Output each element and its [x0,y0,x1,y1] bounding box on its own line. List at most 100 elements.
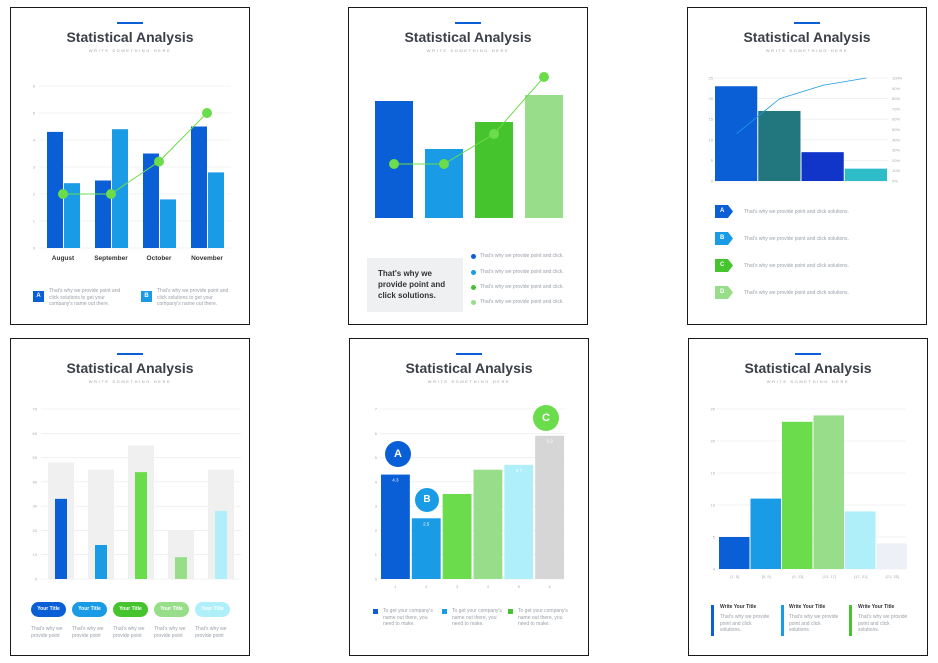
trend-point [154,156,164,167]
bar-chart: 0 1 2 3 4 5 6 7 4.3 1 2.5 2 3 4 4.7 5 5.9 6 [375,407,565,589]
card-subtitle: WRITE SOMETHING HERE [427,379,511,384]
tick-label: 4 [375,479,378,484]
bar [95,545,107,579]
note-title: Write Your Title [858,604,895,610]
tick-label: 10 [711,503,716,508]
card-subtitle: WRITE SOMETHING HERE [88,48,172,53]
bar-line-chart: 0 1 2 3 4 5 6 August September October November [33,84,231,262]
pill-note: That's why we provide point [31,626,63,639]
trend-point [202,108,212,118]
category-label: 1 [394,584,397,589]
category-label: (21, 25] [885,574,899,579]
legend-square [508,609,513,614]
category-label: October [147,255,172,262]
bar [442,494,472,579]
bar [411,518,441,579]
secondary-tick-label: 10% [892,168,900,173]
cumulative-line [736,77,867,134]
bar [381,474,410,579]
bar [801,152,844,181]
card-subtitle: WRITE SOMETHING HERE [765,48,849,53]
tick-label: 6 [33,84,36,89]
tick-label: 40 [33,479,38,484]
secondary-tick-label: 100% [892,76,903,81]
legend-text: That's why we provide point and click. [480,284,564,290]
trend-point [439,159,449,169]
bar [715,86,758,181]
bar [504,464,534,579]
trend-line [394,76,545,165]
legend-dot [471,285,476,290]
legend-badge-a: A [33,291,44,302]
bar [719,537,750,569]
bar [55,498,67,579]
tick-label: 60 [33,431,38,436]
card-3: Statistical Analysis WRITE SOMETHING HER… [687,7,927,325]
tick-label: 6 [375,431,378,436]
note-bar [849,605,852,636]
trend-point [106,189,116,199]
title-accent [117,353,143,355]
card-1: Statistical Analysis WRITE SOMETHING HER… [10,7,250,325]
card-title: Statistical Analysis [744,360,872,376]
legend-dot [471,270,476,275]
title-accent [455,22,481,24]
data-label: 4.3 [392,478,399,483]
secondary-tick-label: 90% [892,86,900,91]
category-label: August [52,255,75,262]
tick-label: 7 [375,407,378,412]
category-label: November [191,255,223,262]
note-text: That's why we provide point and click so… [720,614,770,633]
bar [175,557,187,579]
item-badge-a: A [715,205,733,218]
category-label: [1, 5] [730,574,739,579]
category-label: [5, 9] [762,574,771,579]
bar-series-a [95,180,111,248]
bar [876,543,907,569]
card-4: Statistical Analysis WRITE SOMETHING HER… [10,338,250,656]
title-pill: Your Title [154,602,189,617]
tick-label: 5 [713,535,716,540]
legend-text: To get your company's name out there, yo… [452,608,502,627]
tick-label: 30 [33,504,38,509]
note-title: Write Your Title [789,604,826,610]
item-text: That's why we provide point and click so… [744,290,849,296]
bar [845,511,876,569]
legend-dot [471,254,476,259]
category-label: 6 [548,584,551,589]
tick-label: 0 [713,567,716,572]
title-pill: Your Title [113,602,148,617]
bar [844,168,887,181]
data-label: 4.7 [516,468,523,473]
legend-square [373,609,378,614]
title-accent [117,22,143,24]
title-pill: Your Title [72,602,107,617]
card-title: Statistical Analysis [405,360,533,376]
tick-label: 5 [711,158,714,163]
tick-label: 0 [711,179,714,184]
bar-series-b [64,183,80,248]
item-text: That's why we provide point and click so… [744,263,849,269]
legend-square [442,609,447,614]
callout-box: That's why we provide point and click so… [367,258,463,312]
bar [215,511,227,579]
bar [782,421,813,569]
bar-series-b [208,172,224,248]
note-text: That's why we provide point and click so… [789,614,839,633]
tick-label: 0 [33,246,36,251]
tick-label: 25 [711,407,716,412]
card-title: Statistical Analysis [66,360,194,376]
item-text: That's why we provide point and click so… [744,209,849,215]
item-badge-b: B [715,232,733,245]
legend-text: That's why we provide point and click. [480,269,564,275]
title-accent [795,353,821,355]
bar [525,95,563,218]
card-5: Statistical Analysis WRITE SOMETHING HER… [349,338,589,656]
legend-text-a: That's why we provide point and click so… [49,288,121,307]
legend-text: That's why we provide point and click. [480,299,564,305]
tick-label: 0 [35,577,38,582]
tick-label: 20 [33,528,38,533]
trend-point [389,159,399,169]
trend-point [539,72,549,82]
secondary-tick-label: 80% [892,96,900,101]
